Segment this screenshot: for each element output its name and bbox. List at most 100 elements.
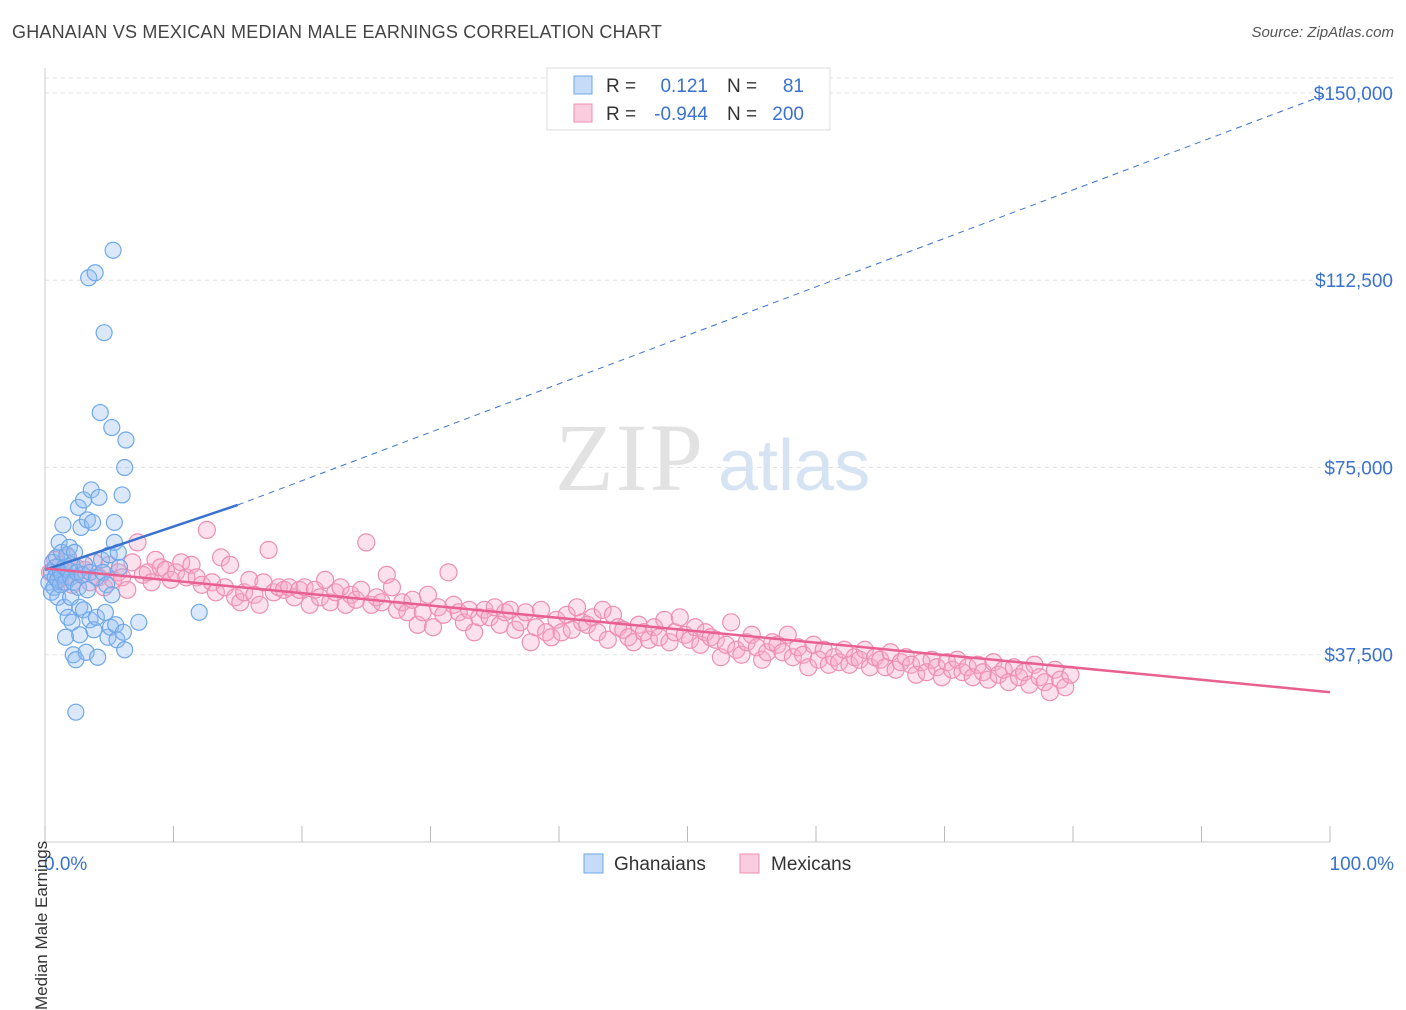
ghanaians-point	[49, 588, 67, 606]
mexicans-point	[418, 585, 438, 604]
ghanaians-point	[113, 486, 131, 504]
legend-n-label-1: N =	[727, 76, 757, 97]
mexicans-point	[850, 650, 869, 669]
legend-n-value-2: 200	[772, 104, 804, 125]
ghanaians-point	[56, 628, 75, 646]
mexicans-point	[660, 633, 679, 652]
legend-n-value-1: 81	[783, 76, 804, 97]
mexicans-point	[321, 593, 340, 612]
bottom-swatch-ghanaians	[583, 853, 604, 874]
mexicans-point	[670, 608, 689, 627]
mexicans-point	[824, 648, 844, 667]
ghanaians-point	[104, 241, 122, 259]
ghanaians-point	[60, 538, 79, 556]
mexicans-point	[259, 540, 278, 559]
mexicans-point	[357, 533, 376, 552]
ghanaians-point	[95, 324, 113, 342]
mexicans-point	[1035, 673, 1054, 692]
ghanaians-point	[98, 576, 116, 594]
ghanaians-point	[86, 264, 104, 282]
correlation-legend: R = 0.121 N = 81 R = -0.944 N = 200	[546, 67, 831, 131]
mexicans-point	[439, 563, 458, 582]
mexicans-point	[423, 618, 443, 637]
chart-title: GHANAIAN VS MEXICAN MEDIAN MALE EARNINGS…	[12, 22, 663, 42]
ghanaians-point	[67, 703, 85, 721]
mexicans-point	[316, 570, 335, 589]
mexicans-point	[142, 573, 161, 592]
ghanaians-point	[116, 458, 134, 477]
mexicans-point	[989, 665, 1008, 684]
mexicans-point	[352, 580, 371, 599]
ghanaians-point	[89, 648, 107, 666]
mexicans-point	[1009, 668, 1029, 687]
watermark: ZIP atlas	[555, 404, 870, 511]
x-tick-label: 0.0%	[44, 854, 87, 875]
mexicans-point	[118, 580, 137, 599]
watermark-zip: ZIP	[555, 404, 705, 511]
mexicans-point	[220, 555, 240, 574]
ghanaians-point	[117, 431, 135, 449]
mexicans-point	[123, 553, 142, 572]
mexicans-point	[516, 603, 535, 622]
ghanaians-points	[40, 241, 208, 721]
x-tick-label: 100.0%	[1330, 854, 1395, 875]
ghanaians-point	[87, 608, 106, 626]
trend-lines	[44, 92, 1331, 694]
legend-n-label-2: N =	[727, 104, 757, 125]
ghanaians-point	[130, 613, 148, 631]
mexicans-point	[542, 628, 561, 647]
mexicans-point	[598, 630, 617, 649]
ghanaians-point	[63, 613, 81, 631]
mexicans-point	[855, 640, 874, 659]
bottom-legend-mexicans: Mexicans	[771, 854, 851, 875]
mexicans-point	[245, 585, 264, 604]
mexicans-point	[1020, 675, 1039, 694]
ghanaians-point	[64, 646, 82, 664]
source-label: Source: ZipAtlas.com	[1251, 24, 1394, 41]
ghanaians-point	[103, 418, 121, 437]
y-tick-label: $37,500	[1324, 646, 1393, 667]
mexicans-point	[809, 650, 828, 669]
mexicans-point	[860, 658, 880, 677]
bottom-swatch-mexicans	[739, 853, 760, 874]
legend-r-label-1: R =	[606, 76, 636, 97]
grid-lines	[45, 77, 1395, 656]
ghanaians-trend-line	[44, 503, 239, 572]
mexicans-point	[706, 630, 725, 649]
ghanaians-trend-extension	[237, 92, 1331, 506]
mexicans-point	[727, 640, 746, 659]
y-tick-label: $75,000	[1324, 458, 1393, 479]
mexicans-point	[593, 600, 612, 619]
watermark-atlas: atlas	[718, 426, 870, 506]
ghanaians-point	[116, 641, 134, 659]
mexicans-point	[226, 588, 245, 607]
mexicans-point	[231, 593, 250, 612]
mexicans-point	[758, 643, 777, 662]
mexicans-point	[716, 635, 736, 654]
mexicans-point	[588, 623, 607, 642]
y-tick-labels: $37,500 $75,000 $112,500 $150,000	[1314, 84, 1393, 667]
legend-swatch-mexicans	[573, 103, 593, 123]
mexicans-point	[927, 658, 946, 677]
mexicans-point	[722, 613, 741, 632]
mexicans-point	[382, 578, 402, 597]
y-tick-label: $150,000	[1314, 84, 1393, 105]
mexicans-point	[526, 618, 545, 637]
ghanaians-point	[91, 403, 109, 422]
ghanaians-point	[110, 558, 129, 576]
mexicans-point	[979, 670, 998, 689]
mexicans-point	[197, 520, 217, 540]
bottom-legend-ghanaians: Ghanaians	[614, 854, 706, 875]
ghanaians-point	[190, 603, 208, 621]
legend-r-label-2: R =	[606, 104, 636, 125]
legend-swatch-ghanaians	[573, 75, 593, 95]
mexicans-point	[799, 658, 818, 677]
ghanaians-point	[90, 488, 108, 507]
ghanaians-point	[105, 513, 123, 532]
axes	[44, 68, 1331, 843]
y-axis-title: Median Male Earnings	[32, 840, 51, 1010]
mexicans-point	[250, 595, 269, 614]
mexicans-point	[531, 600, 551, 619]
ghanaians-point	[54, 516, 72, 534]
ghanaians-point	[78, 581, 97, 599]
